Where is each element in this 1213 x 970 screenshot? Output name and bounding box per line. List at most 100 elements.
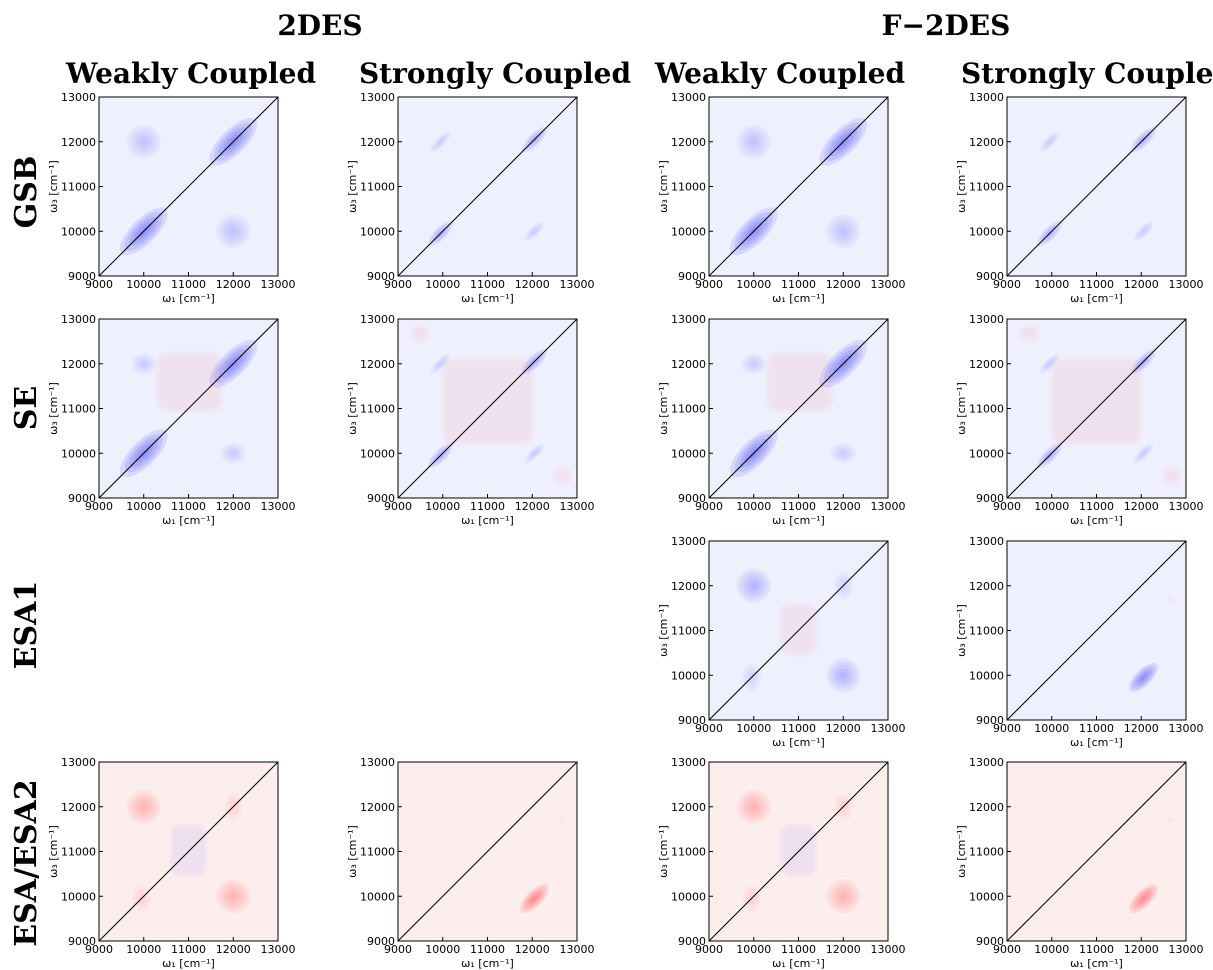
peak bbox=[736, 789, 771, 824]
peak bbox=[216, 214, 251, 249]
x-tick-label: 10000 bbox=[126, 500, 161, 513]
y-tick-label: 11000 bbox=[61, 181, 96, 194]
x-tick-label: 9000 bbox=[993, 943, 1021, 956]
peak-contour bbox=[520, 884, 549, 913]
y-axis-label: ω₃ [cm⁻¹] bbox=[955, 160, 968, 213]
y-tick-label: 13000 bbox=[671, 91, 706, 104]
y-axis-label: ω₃ [cm⁻¹] bbox=[346, 825, 359, 878]
opposite-sign-region bbox=[554, 466, 571, 485]
diagonal-line bbox=[1007, 319, 1186, 498]
x-axis-label: ω₁ [cm⁻¹] bbox=[162, 292, 215, 305]
peak-contour bbox=[219, 217, 247, 245]
peak-contour bbox=[833, 886, 854, 907]
x-tick-label: 9000 bbox=[384, 500, 412, 513]
heatmap-panel: 9000 10000 11000 12000 13000 9000 10000 11000 12… bbox=[657, 756, 906, 970]
y-tick-label: 10000 bbox=[360, 225, 395, 238]
x-tick-label: 10000 bbox=[1034, 500, 1069, 513]
row-title-esa-esa2: ESA/ESA2 bbox=[9, 779, 44, 946]
plot-area bbox=[709, 541, 888, 720]
x-tick-label: 10000 bbox=[736, 278, 771, 291]
peak-contour bbox=[136, 799, 151, 814]
y-tick-label: 10000 bbox=[671, 447, 706, 460]
y-tick-label: 9000 bbox=[367, 492, 395, 505]
y-tick-label: 12000 bbox=[671, 801, 706, 814]
plot-area bbox=[1007, 97, 1186, 276]
heatmap-panel: 9000 10000 11000 12000 13000 9000 10000 11000 12… bbox=[657, 535, 906, 749]
x-tick-label: 12000 bbox=[515, 943, 550, 956]
x-tick-label: 12000 bbox=[1124, 500, 1159, 513]
peak-contour bbox=[740, 572, 768, 600]
y-tick-label: 10000 bbox=[671, 669, 706, 682]
x-axis-label: ω₁ [cm⁻¹] bbox=[1070, 514, 1123, 527]
peak-contour bbox=[130, 128, 158, 156]
diagonal-line bbox=[99, 97, 278, 276]
opposite-sign-region bbox=[1051, 359, 1142, 445]
x-tick-label: 11000 bbox=[781, 943, 816, 956]
x-axis-label: ω₁ [cm⁻¹] bbox=[1070, 292, 1123, 305]
peak bbox=[826, 658, 861, 693]
x-tick-label: 9000 bbox=[993, 278, 1021, 291]
x-tick-label: 13000 bbox=[1169, 943, 1204, 956]
y-tick-label: 12000 bbox=[969, 801, 1004, 814]
y-tick-label: 12000 bbox=[61, 801, 96, 814]
diagonal-line bbox=[1007, 541, 1186, 720]
x-tick-label: 12000 bbox=[826, 500, 861, 513]
heatmap-panel: 9000 10000 11000 12000 13000 9000 10000 11000 12… bbox=[346, 756, 595, 970]
peak-contour bbox=[746, 799, 761, 814]
col-title-2des-strong: Strongly Coupled bbox=[359, 57, 631, 90]
y-tick-label: 11000 bbox=[969, 403, 1004, 416]
peak bbox=[216, 879, 251, 914]
peak-contour bbox=[1129, 884, 1158, 913]
y-tick-label: 13000 bbox=[360, 91, 395, 104]
x-axis-label: ω₁ [cm⁻¹] bbox=[1070, 957, 1123, 970]
y-axis-label: ω₃ [cm⁻¹] bbox=[955, 604, 968, 657]
y-tick-label: 10000 bbox=[360, 447, 395, 460]
y-tick-label: 13000 bbox=[61, 91, 96, 104]
y-tick-label: 12000 bbox=[671, 136, 706, 149]
diagonal-line bbox=[398, 97, 577, 276]
opposite-sign-region bbox=[767, 352, 833, 411]
peak bbox=[131, 353, 156, 374]
col-title-2des-weak: Weakly Coupled bbox=[65, 57, 316, 90]
peak bbox=[741, 353, 766, 374]
y-tick-label: 11000 bbox=[671, 625, 706, 638]
peak-contour bbox=[826, 658, 861, 693]
y-tick-label: 11000 bbox=[969, 181, 1004, 194]
diagonal-line bbox=[398, 762, 577, 941]
peak bbox=[826, 214, 861, 249]
x-tick-label: 9000 bbox=[384, 278, 412, 291]
peak-contour bbox=[141, 362, 146, 366]
x-tick-label: 9000 bbox=[85, 500, 113, 513]
y-tick-label: 11000 bbox=[671, 181, 706, 194]
x-tick-label: 12000 bbox=[826, 278, 861, 291]
y-tick-label: 10000 bbox=[671, 225, 706, 238]
peak-contour bbox=[140, 803, 148, 811]
x-tick-label: 11000 bbox=[171, 943, 206, 956]
x-tick-label: 11000 bbox=[470, 500, 505, 513]
peak-contour bbox=[531, 895, 538, 902]
diagonal-line bbox=[99, 319, 278, 498]
opposite-sign-region bbox=[1163, 466, 1180, 485]
y-tick-label: 9000 bbox=[68, 935, 96, 948]
y-tick-label: 13000 bbox=[61, 313, 96, 326]
peak-contour bbox=[750, 138, 758, 146]
plot-area bbox=[709, 97, 888, 276]
y-tick-label: 12000 bbox=[61, 358, 96, 371]
x-tick-label: 13000 bbox=[871, 722, 906, 735]
peak-contour bbox=[140, 138, 148, 146]
y-tick-label: 11000 bbox=[360, 181, 395, 194]
peak-contour bbox=[216, 214, 251, 249]
diagonal-line bbox=[1007, 762, 1186, 941]
x-tick-label: 10000 bbox=[425, 500, 460, 513]
y-tick-label: 13000 bbox=[969, 313, 1004, 326]
peak-contour bbox=[839, 892, 847, 900]
opposite-sign-region bbox=[442, 359, 533, 445]
y-tick-label: 13000 bbox=[61, 756, 96, 769]
plot-area bbox=[709, 762, 888, 941]
x-tick-label: 11000 bbox=[171, 278, 206, 291]
diagonal-line bbox=[709, 97, 888, 276]
plot-area bbox=[1007, 319, 1186, 498]
peak-contour bbox=[736, 124, 771, 159]
peak-contour bbox=[740, 793, 768, 821]
heatmap-panel: 9000 10000 11000 12000 13000 9000 10000 11000 12… bbox=[955, 91, 1204, 305]
